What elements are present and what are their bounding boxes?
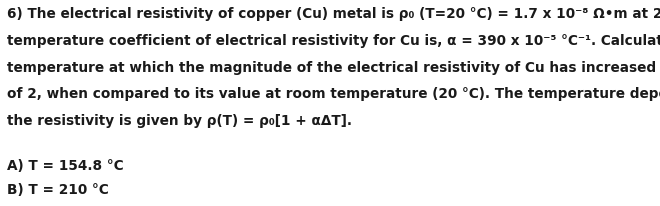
Text: temperature at which the magnitude of the electrical resistivity of Cu has incre: temperature at which the magnitude of th… — [7, 60, 660, 74]
Text: the resistivity is given by ρ(T) = ρ₀[1 + αΔT].: the resistivity is given by ρ(T) = ρ₀[1 … — [7, 114, 352, 128]
Text: B) T = 210 °C: B) T = 210 °C — [7, 183, 109, 197]
Text: A) T = 154.8 °C: A) T = 154.8 °C — [7, 158, 123, 172]
Text: of 2, when compared to its value at room temperature (20 °C). The temperature de: of 2, when compared to its value at room… — [7, 87, 660, 101]
Text: 6) The electrical resistivity of copper (Cu) metal is ρ₀ (T=20 °C) = 1.7 x 10⁻⁸ : 6) The electrical resistivity of copper … — [7, 7, 660, 21]
Text: temperature coefficient of electrical resistivity for Cu is, α = 390 x 10⁻⁵ °C⁻¹: temperature coefficient of electrical re… — [7, 34, 660, 48]
